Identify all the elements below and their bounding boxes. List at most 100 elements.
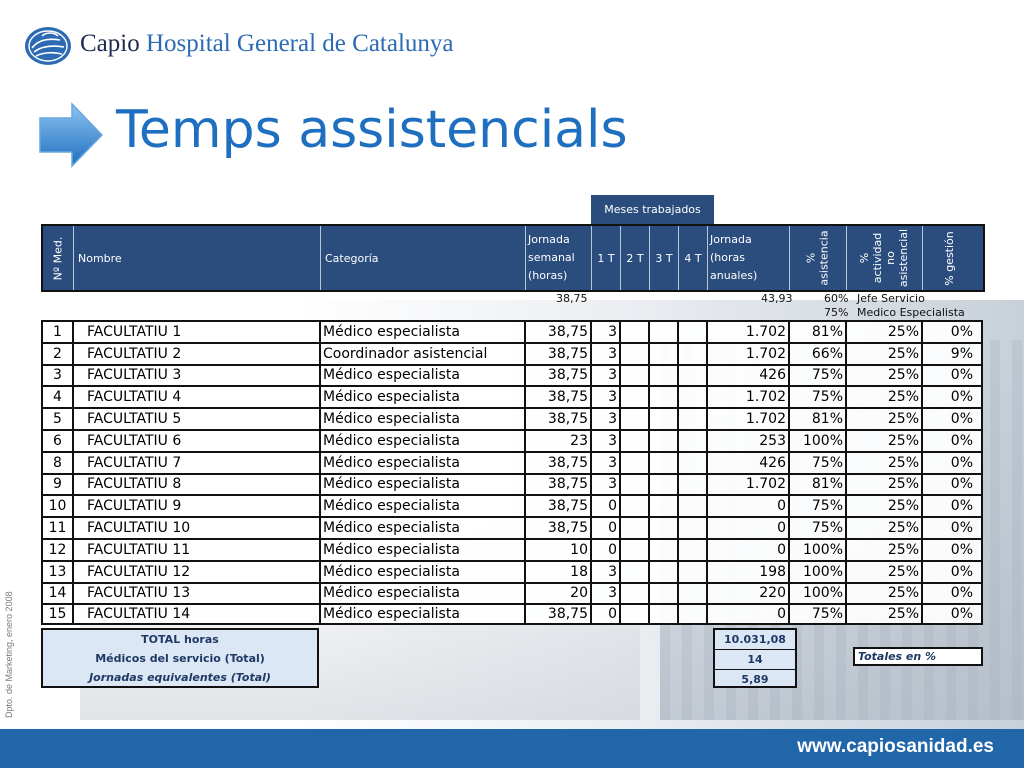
totals-values: 10.031,08 14 5,89 (713, 628, 797, 688)
table-row: 11 FACULTATIU 10 Médico especialista 38,75 0… (41, 516, 983, 538)
table-row: 12 FACULTATIU 11 Médico especialista 10 0 0 10… (41, 537, 983, 560)
row-annual: 0 (708, 605, 790, 624)
table-body: 1 FACULTATIU 1 Médico especialista 38,75 3 1.… (41, 320, 983, 626)
row-q2 (621, 605, 650, 624)
hand-globe-logo-icon (25, 27, 71, 65)
header-annual: Jornada (horas anuales) (708, 226, 790, 290)
ref-pct1: 60% (824, 292, 849, 305)
row-category: Médico especialista (321, 539, 526, 560)
row-q3 (650, 322, 679, 342)
footer-url[interactable]: www.capiosanidad.es (797, 736, 994, 757)
row-q2 (621, 561, 650, 582)
header-pct-mgmt: % gestión (942, 230, 956, 286)
row-q1: 3 (592, 387, 621, 408)
row-annual: 426 (708, 452, 790, 473)
row-annual: 426 (708, 365, 790, 386)
row-q1: 3 (592, 452, 621, 473)
footer-bar: www.capiosanidad.es (0, 729, 1024, 768)
row-weekly: 38,75 (526, 452, 592, 473)
row-weekly: 38,75 (526, 474, 592, 495)
row-weekly: 38,75 (526, 343, 592, 364)
row-pct-non: 25% (847, 518, 923, 538)
row-category: Coordinador asistencial (321, 343, 526, 364)
row-num: 1 (43, 322, 74, 342)
table-row: 5 FACULTATIU 5 Médico especialista 38,75 3 1.… (41, 407, 983, 429)
row-q2 (621, 474, 650, 495)
row-q3 (650, 561, 679, 582)
row-name: FACULTATIU 2 (74, 343, 321, 364)
row-pct-mgmt: 0% (950, 432, 973, 449)
table-row: 10 FACULTATIU 9 Médico especialista 38,75 0 0… (41, 494, 983, 517)
row-num: 10 (43, 496, 74, 517)
row-num: 3 (43, 365, 74, 386)
row-pct-assist: 75% (790, 387, 847, 408)
table-row: 1 FACULTATIU 1 Médico especialista 38,75 3 1.… (41, 320, 983, 342)
header-q4: 4 T (679, 226, 708, 290)
row-num: 15 (43, 605, 74, 624)
row-pct-non: 25% (847, 474, 923, 495)
row-name: FACULTATIU 7 (74, 452, 321, 473)
row-pct-assist: 100% (790, 539, 847, 560)
doctors-total-label: Médicos del servicio (Total) (95, 652, 265, 665)
row-pct-non: 25% (847, 539, 923, 560)
row-pct-mgmt: 0% (950, 606, 973, 623)
page-title: Temps assistencials (116, 100, 628, 160)
row-pct-non: 25% (847, 409, 923, 429)
row-q4 (679, 322, 708, 342)
table-row: 9 FACULTATIU 8 Médico especialista 38,75 3 1.… (41, 472, 983, 495)
row-name: FACULTATIU 6 (74, 430, 321, 451)
row-q3 (650, 452, 679, 473)
row-annual: 220 (708, 583, 790, 604)
row-q4 (679, 474, 708, 495)
row-num: 8 (43, 452, 74, 473)
row-name: FACULTATIU 3 (74, 365, 321, 386)
ref-annual: 43,93 (761, 292, 793, 305)
row-q2 (621, 365, 650, 386)
row-q1: 0 (592, 539, 621, 560)
row-q3 (650, 430, 679, 451)
row-q2 (621, 430, 650, 451)
row-category: Médico especialista (321, 496, 526, 517)
row-num: 2 (43, 343, 74, 364)
ref-pct2: 75% (824, 306, 849, 319)
row-q3 (650, 343, 679, 364)
row-weekly: 38,75 (526, 605, 592, 624)
row-weekly: 38,75 (526, 518, 592, 538)
row-pct-assist: 75% (790, 518, 847, 538)
row-pct-non: 25% (847, 496, 923, 517)
row-pct-mgmt: 9% (950, 345, 973, 362)
row-pct-mgmt: 0% (950, 454, 973, 471)
header-category: Categoría (321, 226, 526, 290)
row-category: Médico especialista (321, 561, 526, 582)
row-q1: 3 (592, 322, 621, 342)
row-name: FACULTATIU 11 (74, 539, 321, 560)
row-pct-non: 25% (847, 583, 923, 604)
row-pct-mgmt: 0% (950, 389, 973, 406)
table-row: 8 FACULTATIU 7 Médico especialista 38,75 3 42… (41, 450, 983, 473)
row-q2 (621, 518, 650, 538)
row-q4 (679, 365, 708, 386)
totals-labels: TOTAL horas Médicos del servicio (Total)… (41, 628, 319, 688)
header-q2: 2 T (621, 226, 650, 290)
row-pct-non: 25% (847, 365, 923, 386)
total-hours-label: TOTAL horas (141, 633, 219, 646)
reference-values: 38,75 43,93 60% Jefe Servicio 75% Medico… (41, 290, 983, 320)
row-annual: 1.702 (708, 343, 790, 364)
row-annual: 1.702 (708, 387, 790, 408)
row-pct-mgmt: 0% (950, 411, 973, 428)
row-weekly: 10 (526, 539, 592, 560)
side-note: Dpto. de Marketing, enero 2008 (4, 591, 14, 718)
ref-weekly: 38,75 (556, 292, 588, 305)
row-q2 (621, 343, 650, 364)
row-q4 (679, 561, 708, 582)
row-annual: 198 (708, 561, 790, 582)
row-pct-non: 25% (847, 430, 923, 451)
row-q3 (650, 365, 679, 386)
row-weekly: 38,75 (526, 409, 592, 429)
row-q1: 3 (592, 474, 621, 495)
row-pct-mgmt: 0% (950, 520, 973, 537)
row-q2 (621, 322, 650, 342)
table-row: 2 FACULTATIU 2 Coordinador asistencial 38,7… (41, 341, 983, 364)
row-pct-assist: 100% (790, 430, 847, 451)
table-row: 6 FACULTATIU 6 Médico especialista 23 3 253 10… (41, 428, 983, 451)
